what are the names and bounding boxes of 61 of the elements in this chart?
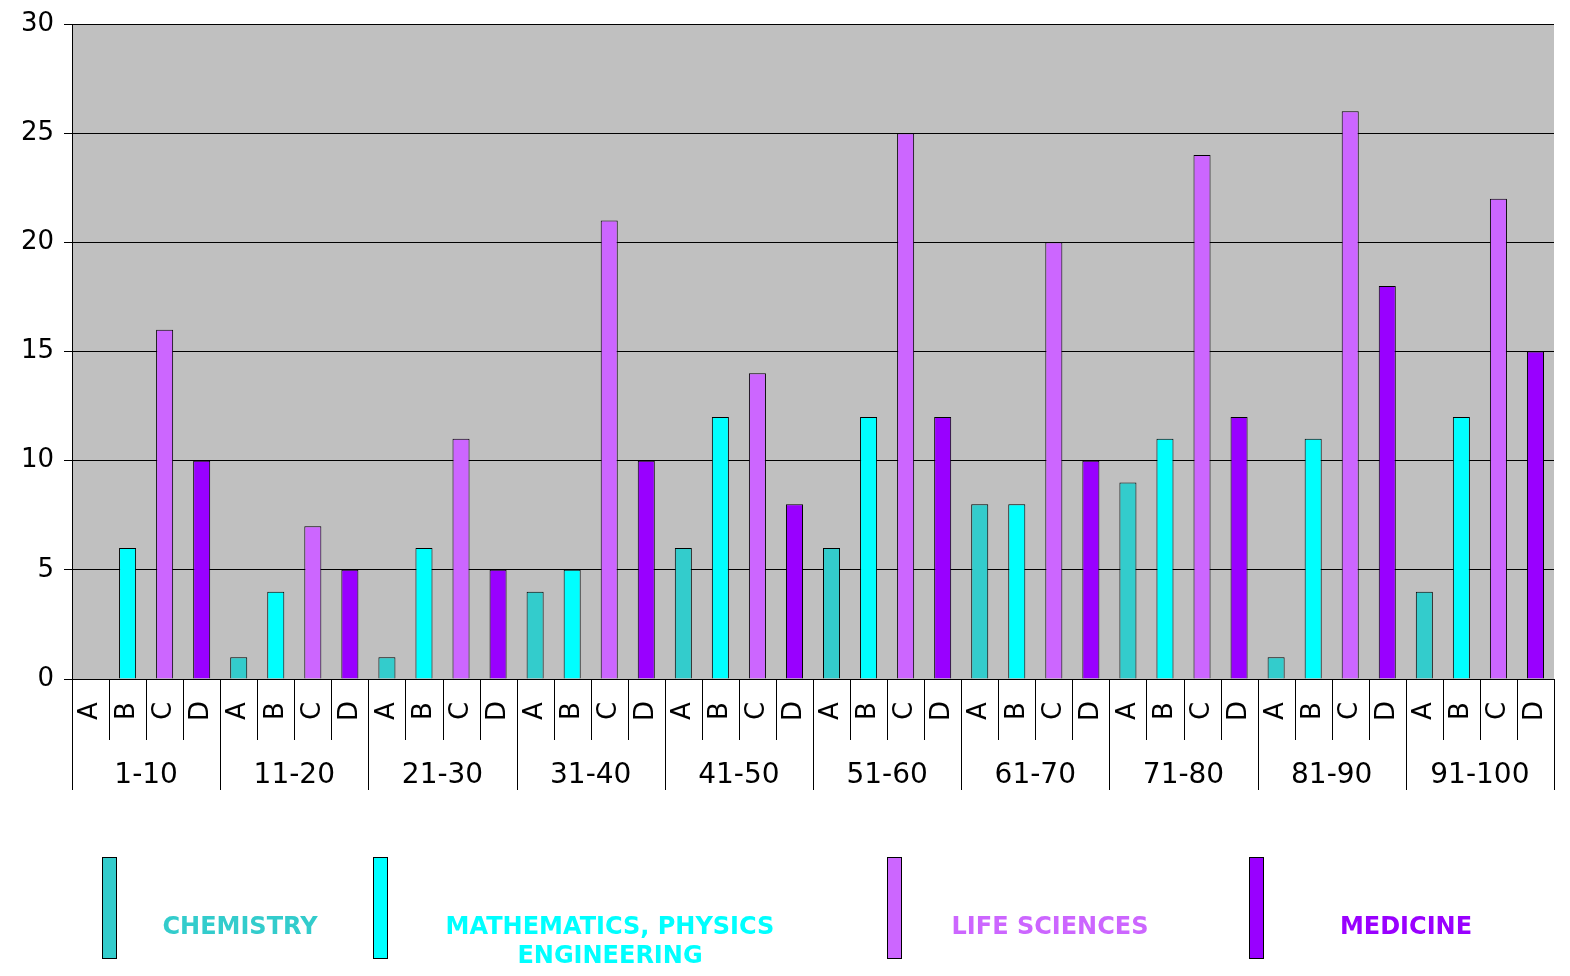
- x-tick-label: A: [666, 701, 697, 720]
- text: 1-10: [114, 757, 178, 791]
- x-tick-label: B: [703, 702, 734, 720]
- x-tick-label: C: [147, 701, 178, 721]
- y-tick-label: 5: [37, 552, 54, 583]
- x-tick-label: D: [332, 700, 363, 722]
- y-tick-label: 0: [37, 661, 54, 692]
- text: 21-30: [401, 757, 484, 791]
- text: 71-80: [1142, 757, 1225, 791]
- x-tick-label: C: [443, 701, 474, 721]
- x-tick-label: D: [480, 700, 511, 722]
- x-tick-label: A: [962, 701, 993, 720]
- text: 31-40: [550, 757, 632, 791]
- x-tick-label: A: [1110, 701, 1141, 720]
- x-tick-label: D: [629, 700, 660, 722]
- x-tick-label: B: [406, 702, 437, 720]
- x-tick-label: C: [591, 701, 622, 721]
- x-tick-label: C: [888, 701, 919, 721]
- x-tick-label: D: [1370, 700, 1401, 722]
- x-tick-label: C: [295, 701, 326, 721]
- x-tick-label: B: [851, 702, 882, 720]
- x-tick-label: D: [777, 700, 808, 722]
- x-tick-label: B: [999, 702, 1030, 720]
- y-tick-label: 15: [20, 334, 54, 365]
- y-tick-label: 25: [20, 115, 54, 146]
- x-tick-label: A: [1258, 701, 1289, 720]
- x-tick-label: B: [258, 702, 289, 720]
- text: 51-60: [846, 757, 928, 791]
- x-tick-label: C: [740, 701, 771, 721]
- x-tick-label: A: [1407, 701, 1438, 720]
- x-tick-label: A: [221, 701, 252, 720]
- x-tick-label: A: [73, 701, 104, 720]
- text: 41-50: [698, 757, 780, 791]
- text: MEDICINE: [1338, 912, 1474, 941]
- x-tick-label: D: [1073, 700, 1104, 722]
- x-tick-label: B: [110, 702, 141, 720]
- text: 61-70: [994, 757, 1076, 791]
- x-tick-label: B: [1147, 702, 1178, 720]
- text: 91-100: [1430, 757, 1530, 791]
- x-tick-label: B: [1444, 702, 1475, 720]
- y-tick-label: 30: [20, 6, 54, 37]
- x-tick-label: D: [925, 700, 956, 722]
- text: 11-20: [253, 757, 335, 791]
- y-tick-label: 10: [20, 443, 54, 474]
- x-tick-label: C: [1036, 701, 1067, 721]
- y-tick-label: 20: [20, 225, 54, 256]
- x-tick-label: C: [1332, 701, 1363, 721]
- text: CHEMISTRY: [162, 912, 318, 940]
- x-tick-label: D: [184, 700, 215, 722]
- x-tick-label: A: [369, 701, 400, 720]
- text: LIFE SCIENCES: [950, 912, 1150, 941]
- x-tick-label: B: [554, 702, 585, 720]
- x-tick-label: C: [1481, 701, 1512, 721]
- x-tick-label: D: [1518, 700, 1549, 722]
- x-tick-label: D: [1221, 700, 1252, 722]
- text: 81-90: [1291, 757, 1373, 791]
- text: MATHEMATICS, PHYSICS ENGINEERING: [444, 912, 776, 970]
- x-tick-label: A: [814, 701, 845, 720]
- x-tick-label: B: [1295, 702, 1326, 720]
- x-tick-label: A: [517, 701, 548, 720]
- x-tick-label: C: [1184, 701, 1215, 721]
